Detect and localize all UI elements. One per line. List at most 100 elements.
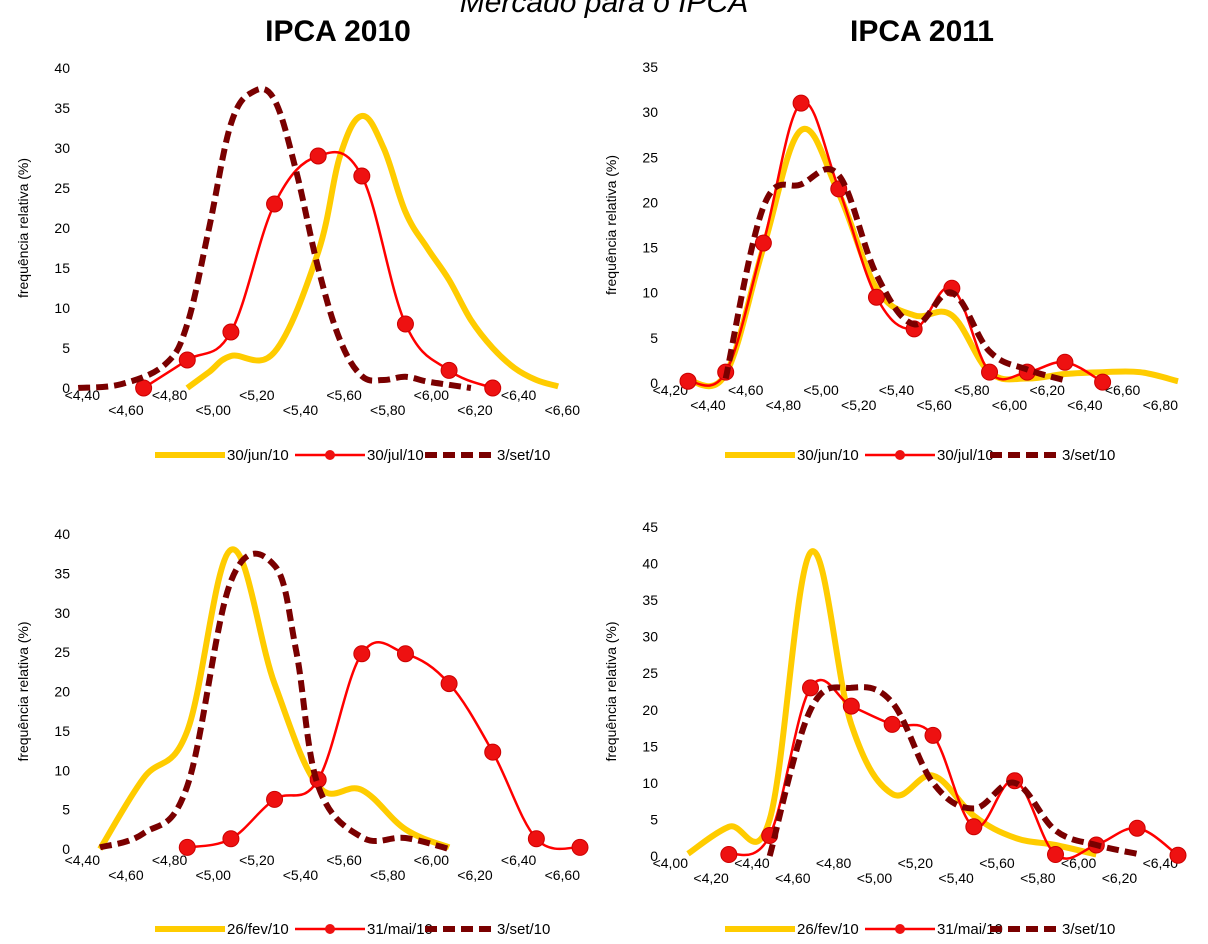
x-tick-label: <5,80 [370, 867, 406, 883]
x-tick-label: <6,40 [501, 387, 537, 403]
data-point [396, 645, 414, 663]
column-title-2011: IPCA 2011 [850, 15, 994, 48]
y-tick-label: 30 [642, 629, 658, 645]
data-point [754, 234, 772, 252]
x-tick-label: <5,40 [283, 402, 319, 418]
data-point [309, 147, 327, 165]
y-tick-label: 5 [650, 811, 658, 827]
y-tick-label: 0 [650, 375, 658, 391]
y-tick-label: 30 [642, 104, 658, 120]
x-tick-label: <6,80 [1143, 397, 1179, 413]
x-tick-label: <4,60 [775, 870, 811, 886]
y-tick-label: 40 [54, 60, 70, 76]
legend-label: 30/jun/10 [797, 447, 859, 464]
legend-item: 26/fev/10 [725, 921, 859, 938]
legend-item: 3/set/10 [425, 921, 550, 938]
data-point [965, 818, 983, 836]
y-tick-label: 5 [62, 802, 70, 818]
y-axis-label: frequência relativa (%) [603, 155, 619, 295]
legend-item: 30/jul/10 [295, 447, 424, 464]
data-point [842, 697, 860, 715]
data-point [135, 379, 153, 397]
series-line-dark-dashed [77, 85, 472, 391]
x-tick-label: <5,80 [370, 402, 406, 418]
x-tick-label: <5,60 [326, 387, 362, 403]
legend-item: 31/mai/10 [865, 921, 1003, 938]
data-point [178, 838, 196, 856]
x-tick-label: <5,00 [803, 382, 839, 398]
x-tick-label: <6,20 [457, 867, 493, 883]
x-tick-label: <4,80 [766, 397, 802, 413]
y-axis-label: frequência relativa (%) [15, 621, 31, 761]
x-tick-label: <4,20 [693, 870, 729, 886]
x-tick-label: <6,60 [545, 402, 581, 418]
x-tick-label: <4,40 [65, 852, 101, 868]
x-tick-label: <4,40 [690, 397, 726, 413]
y-tick-label: 45 [642, 519, 658, 535]
y-tick-label: 35 [642, 592, 658, 608]
data-point [396, 315, 414, 333]
legend-marker [895, 924, 905, 934]
legend-label: 3/set/10 [1062, 447, 1115, 464]
chart-top-left: 0 5 10 15 20 25 30 35 40 frequência relativa (%) <… [15, 60, 580, 464]
data-point [571, 838, 589, 856]
y-tick-label: 35 [54, 565, 70, 581]
x-tick-label: <5,40 [938, 870, 974, 886]
page-title: Mercado para o IPCA [459, 0, 749, 19]
y-tick-label: 15 [54, 723, 70, 739]
legend-marker [325, 924, 335, 934]
x-tick-label: <5,80 [1020, 870, 1056, 886]
y-tick-label: 20 [642, 194, 658, 210]
data-point [484, 743, 502, 761]
column-title-2010: IPCA 2010 [265, 15, 411, 48]
y-tick-label: 15 [642, 738, 658, 754]
data-point [924, 726, 942, 744]
x-tick-label: <5,20 [898, 855, 934, 871]
y-tick-label: 10 [54, 300, 70, 316]
data-point [679, 372, 697, 390]
x-tick-label: <5,20 [841, 397, 877, 413]
series-line-dark-dashed [766, 684, 1138, 857]
x-tick-label: <4,80 [152, 852, 188, 868]
x-tick-label: <5,00 [857, 870, 893, 886]
y-tick-label: 0 [650, 848, 658, 864]
legend-item: 3/set/10 [990, 921, 1115, 938]
x-tick-label: <4,20 [653, 382, 689, 398]
data-point [484, 379, 502, 397]
x-tick-label: <6,40 [501, 852, 537, 868]
x-tick-label: <6,00 [414, 852, 450, 868]
legend-item: 30/jun/10 [155, 447, 289, 464]
y-tick-label: 30 [54, 140, 70, 156]
data-point [178, 351, 196, 369]
y-tick-label: 40 [642, 556, 658, 572]
legend-label: 3/set/10 [1062, 921, 1115, 938]
y-tick-label: 25 [54, 180, 70, 196]
y-axis-label: frequência relativa (%) [15, 158, 31, 298]
data-point [222, 830, 240, 848]
x-tick-label: <4,00 [653, 855, 689, 871]
data-point [353, 167, 371, 185]
y-axis-label: frequência relativa (%) [603, 621, 619, 761]
y-tick-label: 0 [62, 380, 70, 396]
x-tick-label: <5,00 [195, 867, 231, 883]
x-tick-label: <6,60 [545, 867, 581, 883]
data-point [527, 830, 545, 848]
y-tick-label: 35 [54, 100, 70, 116]
x-tick-label: <4,40 [65, 387, 101, 403]
chart-top-right: 0 5 10 15 20 25 30 35 frequência relativa (%) <4,… [603, 59, 1179, 464]
legend-label: 3/set/10 [497, 921, 550, 938]
series-line-dark-dashed [99, 550, 450, 852]
x-tick-label: <4,80 [816, 855, 852, 871]
y-tick-label: 15 [642, 240, 658, 256]
data-point [720, 846, 738, 864]
y-tick-label: 35 [642, 59, 658, 75]
x-tick-label: <6,40 [1067, 397, 1103, 413]
legend-label: 31/mai/10 [367, 921, 433, 938]
data-point [353, 645, 371, 663]
series-line-yellow [185, 113, 560, 391]
data-point [222, 323, 240, 341]
x-tick-label: <5,60 [916, 397, 952, 413]
x-tick-label: <4,60 [108, 402, 144, 418]
data-point [440, 675, 458, 693]
legend-item: 3/set/10 [425, 447, 550, 464]
